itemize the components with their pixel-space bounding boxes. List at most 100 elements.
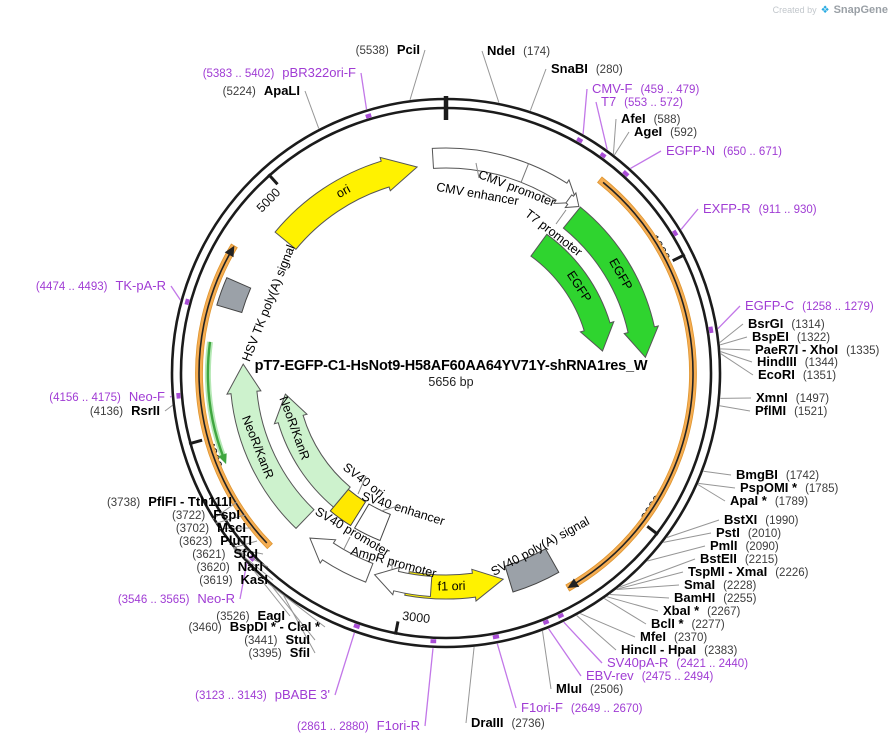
leader-fspi <box>215 514 246 524</box>
feature-orf-band-left[interactable] <box>195 243 273 550</box>
leader-cmv-f <box>582 88 588 135</box>
primer-label-f1ori-f[interactable]: F1ori-F (2649 .. 2670) <box>521 699 643 716</box>
primer-label-egfp-n[interactable]: EGFP-N (650 .. 671) <box>666 142 782 159</box>
enzyme-label-apai-[interactable]: ApaI * (1789) <box>730 492 808 509</box>
enzyme-label-pflmi[interactable]: PflMI (1521) <box>755 402 827 419</box>
scale-tick-2000 <box>646 525 659 536</box>
primer-label-neo-r[interactable]: (3546 .. 3565) Neo-R <box>118 590 235 607</box>
enzyme-label-pluti[interactable]: (3623) PluTI <box>179 532 252 549</box>
enzyme-label-hindiii[interactable]: HindIII (1344) <box>757 353 838 370</box>
enzyme-label-eagi[interactable]: (3526) EagI <box>216 607 285 624</box>
feature-ori[interactable]: ori <box>274 156 419 251</box>
enzyme-label-apali[interactable]: (5224) ApaLI <box>223 82 300 99</box>
feature-egfp-outer[interactable]: EGFP <box>562 206 660 359</box>
enzyme-label-stui[interactable]: (3441) StuI <box>244 631 310 648</box>
feature-label-hsv-tk-poly-a-signal: HSV TK poly(A) signal <box>239 243 298 364</box>
enzyme-label-draiii[interactable]: DraIII (2736) <box>471 714 545 731</box>
feature-label-leader-1 <box>555 209 567 225</box>
leader-pmli <box>647 545 706 562</box>
primer-tick-f1ori-f <box>492 634 500 640</box>
feature-t7-promoter[interactable] <box>564 191 580 209</box>
feature-label-leader-0 <box>475 162 480 179</box>
enzyme-label-bspdi-clai-[interactable]: (3460) BspDI * - ClaI * <box>188 618 320 635</box>
plasmid-length: 5656 bp <box>428 375 474 389</box>
primer-tick-t7 <box>599 151 607 159</box>
leader-kasi <box>233 548 274 581</box>
leader-pflfi-tth111i <box>212 501 238 520</box>
feature-label-f1-ori: f1 ori <box>438 579 466 594</box>
feature-sv40-enhancer[interactable] <box>353 503 391 542</box>
enzyme-label-bsteii[interactable]: BstEII (2215) <box>700 550 778 567</box>
enzyme-label-pcii[interactable]: (5538) PciI <box>356 41 420 58</box>
leader-mlui <box>542 631 552 690</box>
enzyme-label-smai[interactable]: SmaI (2228) <box>684 576 756 593</box>
enzyme-label-fspi[interactable]: (3722) FspI <box>172 506 240 523</box>
site-labels-layer: (5538) PciI NdeI (174)SnaBI (280) CMV-F (4… <box>36 41 880 734</box>
primer-label-egfp-c[interactable]: EGFP-C (1258 .. 1279) <box>745 297 874 314</box>
enzyme-label-tspmi-xmai[interactable]: TspMI - XmaI (2226) <box>688 563 809 580</box>
feature-sv40-polya-signal[interactable] <box>504 548 560 593</box>
enzyme-label-afei[interactable]: AfeI (588) <box>621 110 681 127</box>
enzyme-label-xmni[interactable]: XmnI (1497) <box>756 389 829 406</box>
leader-sfii <box>283 595 316 654</box>
enzyme-label-pspomi-[interactable]: PspOMI * (1785) <box>740 479 838 496</box>
enzyme-label-hincii-hpai[interactable]: HincII - HpaI (2383) <box>621 641 738 658</box>
leader-neo-r <box>239 563 248 600</box>
enzyme-label-xbai-[interactable]: XbaI * (2267) <box>663 602 741 619</box>
enzyme-label-bsrgi[interactable]: BsrGI (1314) <box>748 315 825 332</box>
enzyme-label-kasi[interactable]: (3619) KasI <box>199 571 268 588</box>
enzyme-label-snabi[interactable]: SnaBI (280) <box>551 60 623 77</box>
primer-tick-pbr322ori-f <box>365 113 372 119</box>
enzyme-label-psti[interactable]: PstI (2010) <box>716 524 781 541</box>
feature-hsv-tk-polya-signal[interactable] <box>216 277 252 314</box>
primer-label-t7[interactable]: T7 (553 .. 572) <box>601 93 683 110</box>
enzyme-label-bcli-[interactable]: BclI * (2277) <box>651 615 725 632</box>
enzyme-label-paer7i-xhoi[interactable]: PaeR7I - XhoI (1335) <box>755 341 879 358</box>
feature-ampr-promoter[interactable] <box>373 566 433 598</box>
watermark-brand: SnapGene <box>833 4 888 16</box>
primer-label-tk-pa-r[interactable]: (4474 .. 4493) TK-pA-R <box>36 277 166 294</box>
primer-label-pbabe-3-[interactable]: (3123 .. 3143) pBABE 3' <box>195 686 330 703</box>
primer-label-neo-f[interactable]: (4156 .. 4175) Neo-F <box>49 388 165 405</box>
primer-label-f1ori-r[interactable]: (2861 .. 2880) F1ori-R <box>297 717 420 734</box>
enzyme-label-mfei[interactable]: MfeI (2370) <box>640 628 707 645</box>
leader-bamhi <box>609 594 670 599</box>
enzyme-label-pmli[interactable]: PmlI (2090) <box>710 537 779 554</box>
scale-label-5000: 5000 <box>254 185 283 215</box>
leader-apai- <box>697 484 726 502</box>
enzyme-label-bmgbi[interactable]: BmgBI (1742) <box>736 466 819 483</box>
plasmid-title-block: pT7-EGFP-C1-HsNot9-H58AF60AA64YV71Y-shRN… <box>255 358 648 389</box>
enzyme-label-rsrii[interactable]: (4136) RsrII <box>90 402 160 419</box>
enzyme-label-bamhi[interactable]: BamHI (2255) <box>674 589 757 606</box>
feature-neor-kanr-outer[interactable]: NeoR/KanR <box>226 363 315 530</box>
primer-label-cmv-f[interactable]: CMV-F (459 .. 479) <box>592 80 699 97</box>
primer-label-sv40pa-r[interactable]: SV40pA-R (2421 .. 2440) <box>607 654 748 671</box>
leader-tk-pa-r <box>170 285 181 301</box>
primer-label-exfp-r[interactable]: EXFP-R (911 .. 930) <box>703 200 817 217</box>
enzyme-label-bspei[interactable]: BspEI (1322) <box>752 328 830 345</box>
enzyme-label-agei[interactable]: AgeI (592) <box>634 123 697 140</box>
leader-tspmi-xmai <box>616 571 684 590</box>
enzyme-label-bstxi[interactable]: BstXI (1990) <box>724 511 799 528</box>
leader-bspdi-clai- <box>267 582 326 628</box>
scale-tick-1000 <box>672 253 686 263</box>
primer-label-pbr322ori-f[interactable]: (5383 .. 5402) pBR322ori-F <box>203 64 356 81</box>
feature-label-leader-4 <box>343 536 351 550</box>
enzyme-label-sfoi[interactable]: (3621) SfoI <box>192 545 258 562</box>
primer-tick-egfp-n <box>622 170 630 178</box>
enzyme-label-sfii[interactable]: (3395) SfiI <box>249 644 310 661</box>
enzyme-label-nari[interactable]: (3620) NarI <box>196 558 263 575</box>
enzyme-label-ndei[interactable]: NdeI (174) <box>487 42 550 59</box>
enzyme-label-pflfi-tth111i[interactable]: (3738) PflFI - Tth111I <box>107 493 232 510</box>
primer-tick-tk-pa-r <box>184 298 190 306</box>
feature-orf-band-right[interactable] <box>565 176 697 592</box>
enzyme-label-mlui[interactable]: MluI (2506) <box>556 680 623 697</box>
enzyme-label-ecori[interactable]: EcoRI (1351) <box>758 366 836 383</box>
feature-sv40-promoter[interactable] <box>309 537 374 583</box>
primer-label-ebv-rev[interactable]: EBV-rev (2475 .. 2494) <box>586 667 713 684</box>
enzyme-label-msci[interactable]: (3702) MscI <box>176 519 246 536</box>
leader-paer7i-xhoi <box>720 348 751 351</box>
leader-rsrii <box>164 405 173 412</box>
feature-reverse-arrow-left[interactable] <box>205 341 227 465</box>
leader-ecori <box>720 353 754 376</box>
